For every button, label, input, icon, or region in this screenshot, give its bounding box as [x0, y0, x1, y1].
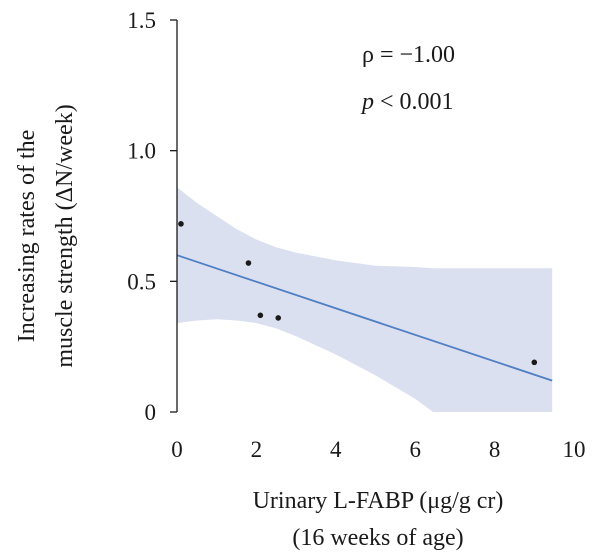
p-value-annotation: p < 0.001: [360, 89, 454, 115]
y-tick-label-1: 0.5: [127, 269, 156, 294]
data-point-1: [178, 221, 184, 227]
stats-annotation: ρ = −1.00 p < 0.001: [360, 42, 455, 115]
x-tick-label-2: 4: [330, 437, 342, 462]
x-tick-label-0: 0: [171, 437, 183, 462]
data-point-5: [531, 359, 538, 366]
x-tick-label-5: 10: [563, 437, 586, 462]
y-axis: 0 0.5 1.0 1.5: [127, 8, 178, 425]
x-axis-title-line-2: (16 weeks of age): [292, 525, 463, 551]
data-point-4: [275, 315, 282, 321]
y-axis-title-line-1: Increasing rates of the: [14, 130, 40, 343]
confidence-band: [177, 187, 553, 412]
data-point-2: [245, 260, 252, 266]
y-tick-label-2: 1.0: [127, 139, 156, 164]
x-axis-title-line-1: Urinary L-FABP (μg/g cr): [253, 488, 504, 514]
y-tick-group: 0 0.5 1.0 1.5: [127, 8, 177, 425]
plot-area: [176, 187, 553, 412]
data-point-3: [257, 312, 264, 319]
x-tick-label-3: 6: [409, 437, 421, 462]
x-tick-label-4: 8: [489, 437, 501, 462]
y-tick-label-0: 0: [145, 400, 157, 425]
y-axis-title-line-2: muscle strength (ΔN/week): [52, 104, 78, 367]
y-tick-label-3: 1.5: [127, 8, 156, 33]
x-axis: 0 2 4 6 8 10: [171, 437, 585, 462]
p-symbol: p: [360, 89, 374, 115]
x-tick-label-1: 2: [251, 437, 263, 462]
y-axis-title: Increasing rates of the muscle strength …: [14, 104, 78, 367]
regression-line: [176, 254, 553, 382]
rho-annotation: ρ = −1.00: [362, 42, 455, 68]
p-value-text: < 0.001: [374, 89, 454, 115]
x-axis-title: Urinary L-FABP (μg/g cr) (16 weeks of ag…: [253, 488, 504, 551]
x-tick-group: 0 2 4 6 8 10: [171, 437, 585, 462]
